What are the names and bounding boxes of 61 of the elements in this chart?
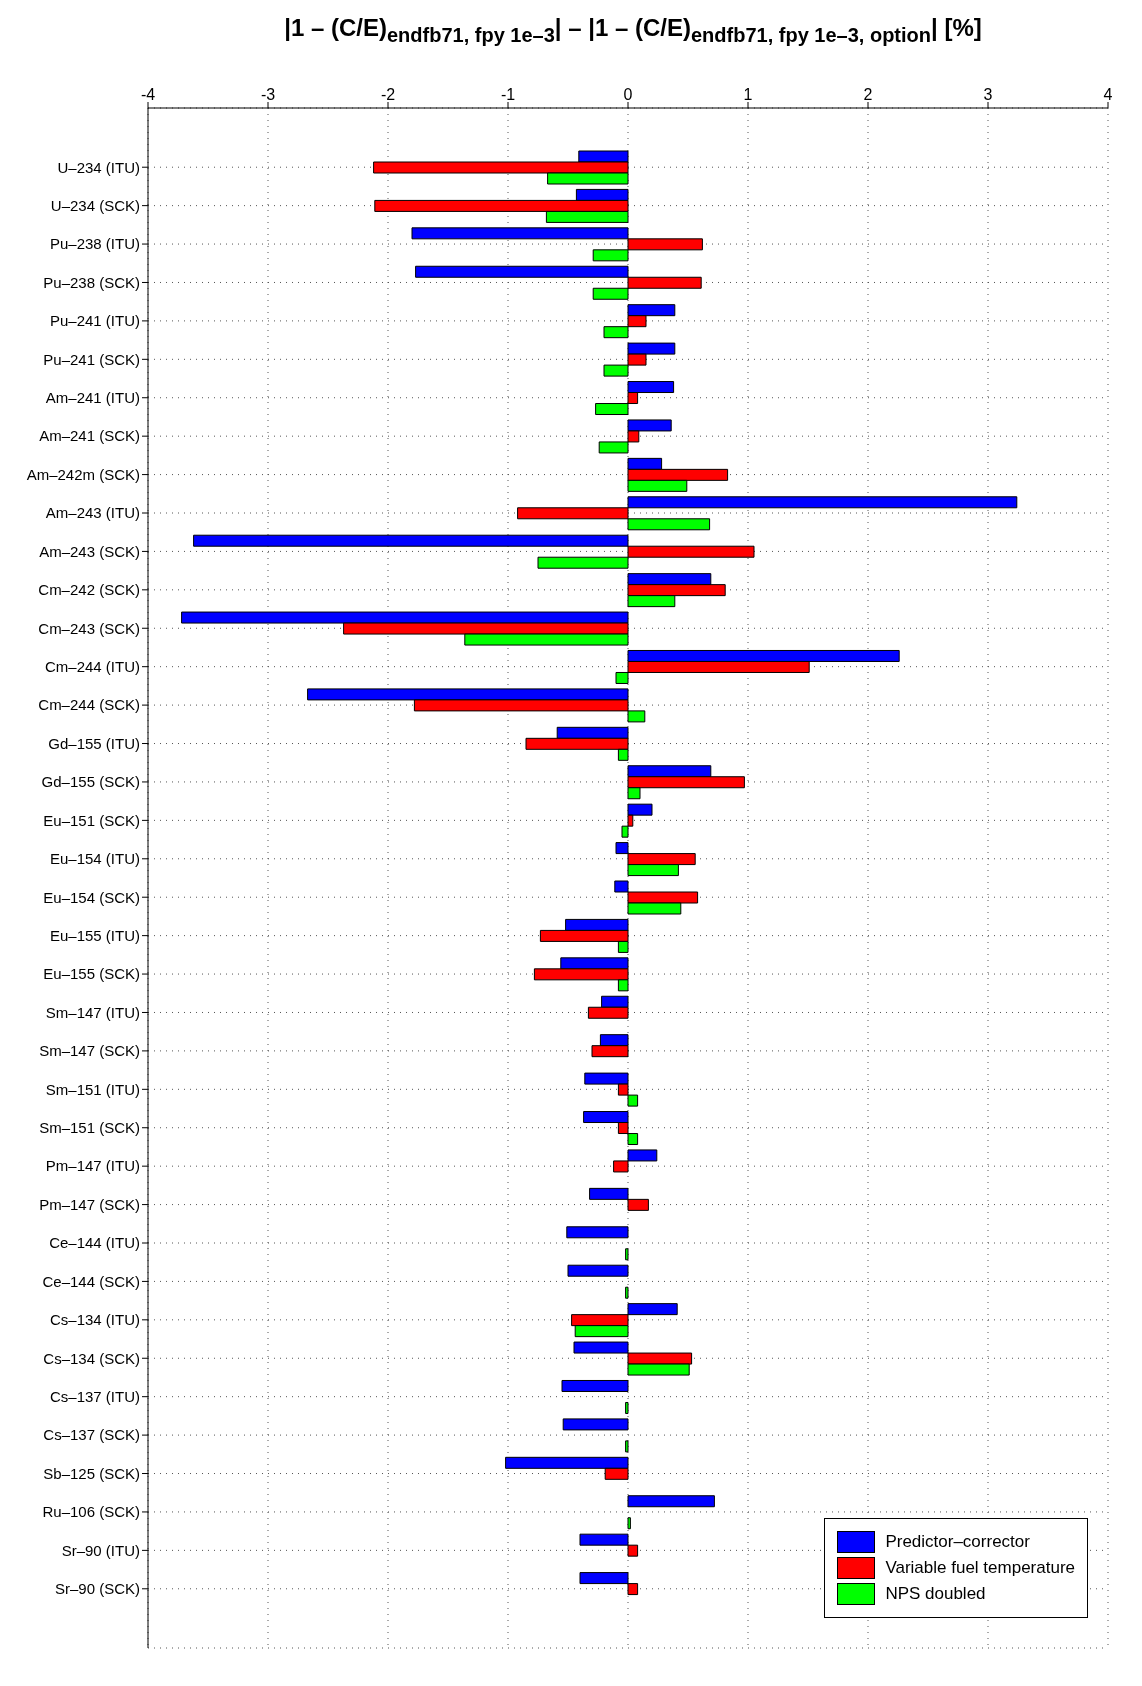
y-tick-label: Ce–144 (SCK) (42, 1272, 140, 1290)
x-tick-label: 3 (983, 86, 993, 103)
y-tick-label: Cs–137 (ITU) (49, 1388, 140, 1406)
bar (625, 1440, 629, 1453)
x-tick-label: -3 (260, 86, 276, 103)
y-tick-label: Eu–154 (ITU) (49, 850, 140, 868)
x-tick-label: -2 (380, 86, 396, 103)
y-tick-label: Cm–242 (SCK) (38, 581, 140, 599)
y-tick-label: Pu–241 (SCK) (43, 350, 140, 368)
y-tick-label: Cm–244 (ITU) (44, 658, 140, 676)
bar (566, 1226, 629, 1239)
y-tick-label: Sm–151 (ITU) (45, 1080, 140, 1098)
y-tick-label: Am–243 (SCK) (39, 542, 140, 560)
y-tick-label: Am–241 (ITU) (45, 389, 140, 407)
y-tick-label: Sm–151 (SCK) (39, 1119, 140, 1137)
bar (625, 1248, 629, 1261)
y-tick-label: Pu–238 (ITU) (49, 235, 140, 253)
x-axis-title: |1 – (C/E)$_{endfb71, fpy 1e–3}$| – |1 – (C/E)$_{endfb71, fpy 1e–3, option}$| [%] (283, 13, 983, 48)
y-tick-label: Eu–151 (SCK) (43, 811, 140, 829)
y-tick-label: Gd–155 (ITU) (48, 734, 140, 752)
x-tick-label: -4 (140, 86, 156, 103)
y-tick-label: Eu–155 (ITU) (49, 926, 140, 944)
x-tick-label: 0 (623, 86, 633, 103)
bar (627, 1517, 631, 1530)
y-tick-label: U–234 (SCK) (50, 196, 140, 214)
y-tick-label: Eu–155 (SCK) (43, 965, 140, 983)
x-tick-label: 2 (863, 86, 873, 103)
y-tick-label: Eu–154 (SCK) (43, 888, 140, 906)
y-tick-label: Cs–134 (ITU) (49, 1311, 140, 1329)
y-tick-label: Pm–147 (ITU) (45, 1157, 140, 1175)
y-tick-label: Pu–241 (ITU) (49, 312, 140, 330)
bar (561, 1379, 629, 1392)
x-tick-label: 4 (1103, 86, 1113, 103)
y-tick-label: Cm–243 (SCK) (38, 619, 140, 637)
bar (625, 1401, 629, 1414)
y-tick-label: Sm–147 (SCK) (39, 1042, 140, 1060)
x-tick-label: -1 (500, 86, 516, 103)
y-tick-label: Sm–147 (ITU) (45, 1003, 140, 1021)
y-tick-label: Ru–106 (SCK) (42, 1503, 140, 1521)
y-tick-label: Ce–144 (ITU) (49, 1234, 140, 1252)
y-tick-label: Pm–147 (SCK) (39, 1195, 140, 1213)
legend-label: Variable fuel temperature (885, 1558, 1075, 1578)
y-tick-label: Gd–155 (SCK) (41, 773, 140, 791)
y-tick-label: Sr–90 (ITU) (61, 1541, 140, 1559)
bar (627, 1495, 715, 1508)
y-tick-label: Am–243 (ITU) (45, 504, 140, 522)
y-tick-label: Am–241 (SCK) (39, 427, 140, 445)
x-tick-label: 1 (743, 86, 753, 103)
legend-label: Predictor–corrector (885, 1532, 1030, 1552)
y-tick-label: U–234 (ITU) (57, 158, 140, 176)
y-tick-label: Am–242m (SCK) (26, 465, 140, 483)
y-tick-label: Cs–134 (SCK) (43, 1349, 140, 1367)
y-tick-label: Sb–125 (SCK) (43, 1464, 140, 1482)
bar (625, 1286, 629, 1299)
y-tick-label: Sr–90 (SCK) (54, 1580, 140, 1598)
y-tick-label: Pu–238 (SCK) (43, 273, 140, 291)
y-tick-label: Cm–244 (SCK) (38, 696, 140, 714)
y-tick-label: Cs–137 (SCK) (43, 1426, 140, 1444)
bar (562, 1418, 629, 1431)
legend-label: NPS doubled (885, 1584, 986, 1604)
bar (567, 1264, 629, 1277)
